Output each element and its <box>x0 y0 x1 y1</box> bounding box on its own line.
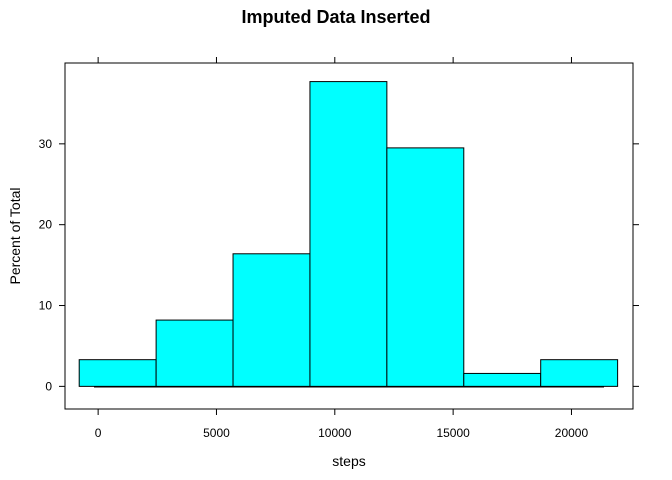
x-axis-label: steps <box>332 453 365 469</box>
x-tick-label: 10000 <box>318 426 352 440</box>
y-axis-label: Percent of Total <box>7 187 23 284</box>
chart-title: Imputed Data Inserted <box>241 7 430 27</box>
y-tick-label: 20 <box>39 218 53 232</box>
x-tick-label: 20000 <box>555 426 589 440</box>
x-tick-label: 5000 <box>203 426 230 440</box>
y-tick-label: 0 <box>45 379 52 393</box>
x-tick-label: 15000 <box>436 426 470 440</box>
histogram-bar-4 <box>309 81 388 387</box>
histogram-bar-7 <box>540 359 619 387</box>
plot-frame <box>64 62 634 410</box>
x-tick-label: 0 <box>95 426 102 440</box>
x-axis-ticks: 0 5000 10000 15000 20000 <box>95 57 589 440</box>
y-axis-ticks: 0 10 20 30 <box>39 137 639 393</box>
y-tick-label: 30 <box>39 137 53 151</box>
y-tick-label: 10 <box>39 299 53 313</box>
histogram-bar-5 <box>386 147 465 387</box>
histogram-bar-6 <box>463 372 542 387</box>
histogram-bar-1 <box>78 359 157 387</box>
histogram-bar-3 <box>232 253 311 387</box>
histogram-bar-2 <box>155 319 234 387</box>
bars-group <box>78 81 619 387</box>
